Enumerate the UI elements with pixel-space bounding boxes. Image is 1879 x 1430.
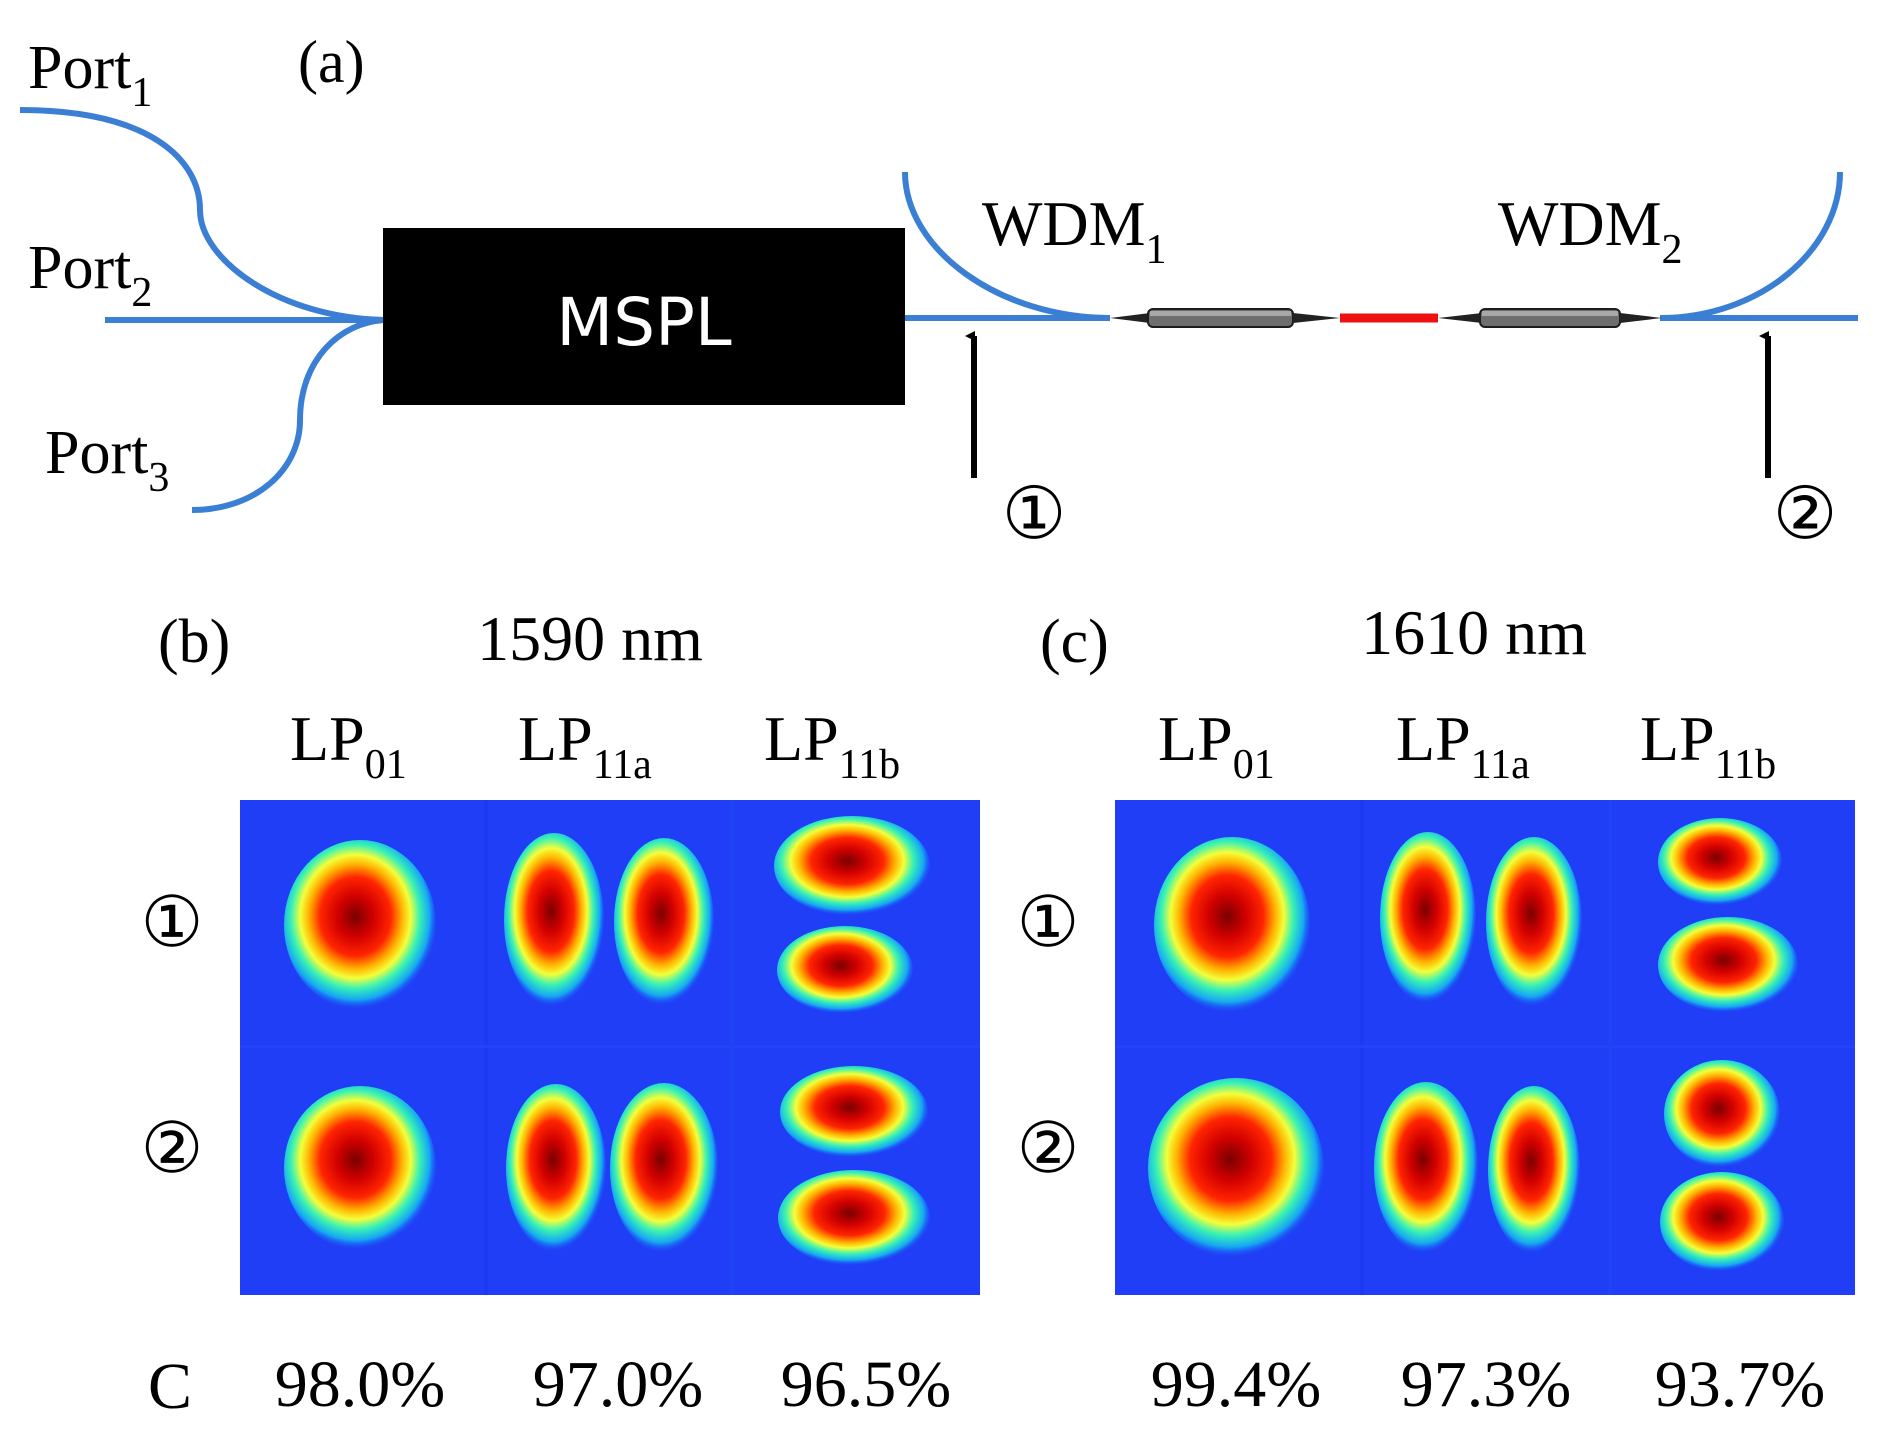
panel-b-row-label-1: ① <box>141 881 204 963</box>
panel-c-mode-lp11b: LP11b <box>1640 703 1776 788</box>
panel-b-lp11b-row1-lobe-bottom <box>777 926 913 1014</box>
input-fibers <box>19 107 386 513</box>
port-2-label: Port2 <box>28 234 152 316</box>
correlation-c-lp11b: 93.7% <box>1655 1348 1825 1421</box>
panel-c-lp01-row1-lobe <box>1154 837 1310 1013</box>
panel-b-lp11b-row2-lobe-top <box>780 1066 928 1158</box>
wdm-1-device <box>1110 308 1340 328</box>
port-2-sub: 2 <box>131 270 152 316</box>
panel-c-lp11b-row2-lobe-top <box>1664 1060 1780 1168</box>
wdm-1-label: WDM1 <box>982 188 1167 273</box>
panel-c: (c) 1610 nm LP01 LP11a LP11b ① ② <box>1017 597 1855 1295</box>
panel-c-wavelength: 1610 nm <box>1361 597 1587 668</box>
panel-b-lp01-row2-lobe <box>284 1086 436 1250</box>
panel-b-lp01-row1-lobe <box>284 840 436 1010</box>
marker-position-1: ① <box>1002 471 1067 555</box>
fiber-wdm2-branch <box>1659 171 1843 321</box>
fiber-port-3 <box>191 317 386 513</box>
port-3-base: Port <box>45 419 148 487</box>
panel-c-lp11b-row2-lobe-bottom <box>1660 1172 1784 1272</box>
port-1-label: Port1 <box>28 34 152 116</box>
wdm-2-sub: 2 <box>1662 227 1683 273</box>
port-3-sub: 3 <box>148 455 169 501</box>
panel-b-lp11a-row2-lobe-left <box>506 1084 606 1252</box>
wdm-2-label: WDM2 <box>1498 188 1683 273</box>
panel-a: (a) Port1 Port2 Port3 MSPL <box>19 29 1858 555</box>
panel-c-row-label-1: ① <box>1017 881 1080 963</box>
panel-b-lp11a-row1-lobe-left <box>504 833 604 1007</box>
panel-b-mode-lp01: LP01 <box>290 703 407 788</box>
marker-position-2: ② <box>1773 471 1838 555</box>
panel-a-label: (a) <box>298 29 365 95</box>
port-1-base: Port <box>28 34 131 102</box>
wdm-2-base: WDM <box>1498 188 1662 259</box>
panel-b-row-label-2: ② <box>141 1107 204 1189</box>
panel-c-lp11a-row2-lobe-left <box>1374 1082 1478 1254</box>
wdm-2-device <box>1438 308 1662 328</box>
correlation-b-lp11b: 96.5% <box>781 1348 951 1421</box>
panel-c-label: (c) <box>1040 608 1109 676</box>
correlation-b-lp11a: 97.0% <box>533 1348 703 1421</box>
fiber-wdm1-branch <box>902 171 1111 321</box>
correlation-label: C <box>148 1350 192 1423</box>
panel-c-mode-lp01: LP01 <box>1158 703 1275 788</box>
panel-c-row-label-2: ② <box>1017 1107 1080 1189</box>
correlation-row: C 98.0% 97.0% 96.5% 99.4% 97.3% 93.7% <box>148 1348 1825 1423</box>
panel-c-lp11b-row1-lobe-top <box>1658 818 1782 906</box>
panel-b-mode-lp11b: LP11b <box>764 703 900 788</box>
panel-c-lp11a-row2-lobe-right <box>1488 1086 1580 1254</box>
panel-b-wavelength: 1590 nm <box>477 603 703 674</box>
panel-b-lp11a-row2-lobe-right <box>610 1083 718 1253</box>
port-1-sub: 1 <box>131 70 152 116</box>
correlation-b-lp01: 98.0% <box>275 1348 445 1421</box>
panel-c-lp11b-row1-lobe-bottom <box>1658 917 1798 1013</box>
correlation-c-lp11a: 97.3% <box>1401 1348 1571 1421</box>
panel-b-label: (b) <box>158 608 230 676</box>
panel-c-lp11a-row1-lobe-right <box>1486 837 1582 1007</box>
panel-b: (b) 1590 nm LP01 LP11a LP11b ① ② <box>141 603 980 1295</box>
panel-b-lp11a-row1-lobe-right <box>614 838 714 1006</box>
correlation-c-lp01: 99.4% <box>1151 1348 1321 1421</box>
wdm-1-base: WDM <box>982 188 1146 259</box>
port-2-base: Port <box>28 234 131 302</box>
output-fibers <box>902 171 1858 321</box>
port-3-label: Port3 <box>45 419 169 501</box>
panel-b-lp11b-row1-lobe-top <box>774 816 930 916</box>
panel-c-lp01-row2-lobe <box>1148 1078 1324 1258</box>
wdm-1-sub: 1 <box>1146 227 1167 273</box>
panel-c-mode-lp11a: LP11a <box>1396 703 1530 788</box>
mspl-box <box>383 228 905 405</box>
panel-c-lp11a-row1-lobe-left <box>1380 832 1476 1004</box>
mspl-label: MSPL <box>556 284 732 361</box>
fiber-port-1 <box>19 107 386 323</box>
panel-b-mode-lp11a: LP11a <box>518 703 652 788</box>
panel-b-lp11b-row2-lobe-bottom <box>778 1170 930 1266</box>
